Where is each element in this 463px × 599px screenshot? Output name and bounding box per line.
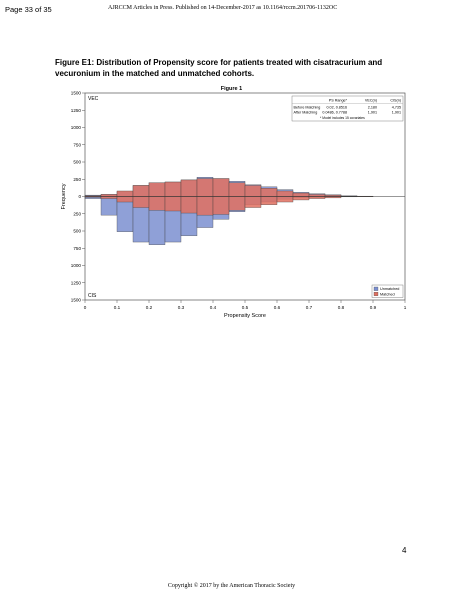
legend-frame bbox=[371, 284, 404, 298]
inset-table-footnote: * Model includes 15 covariates bbox=[320, 116, 365, 120]
bars-layer bbox=[84, 177, 374, 245]
inset-table-cell: 1,901 bbox=[392, 111, 401, 115]
bar-bottom-matched bbox=[212, 196, 230, 215]
bar-top-matched bbox=[180, 179, 198, 197]
legend-label: Unmatched bbox=[380, 287, 399, 291]
y-tick-label: 750 bbox=[73, 142, 81, 147]
bar-top-matched bbox=[132, 185, 150, 197]
x-tick-label: 0.1 bbox=[114, 305, 121, 310]
inset-table-frame bbox=[291, 95, 404, 122]
bar-top-matched bbox=[212, 178, 230, 197]
inset-table-cell: Before Matching bbox=[294, 106, 321, 110]
bar-bottom-unmatched bbox=[100, 196, 118, 216]
inset-table-header: VEC(n) bbox=[365, 99, 377, 103]
bar-top-matched bbox=[196, 178, 214, 197]
inset-table-header: PS Range* bbox=[329, 99, 348, 103]
inset-table-cell: 4,735 bbox=[392, 106, 401, 110]
inset-table-cell: After Matching bbox=[294, 111, 318, 115]
y-tick-label: 250 bbox=[73, 177, 81, 182]
inset-table: PS Range* VEC(n) CIS(n) Before Matching 0.02… bbox=[291, 95, 404, 122]
bar-bottom-matched bbox=[260, 196, 278, 205]
x-tick-label: 0.6 bbox=[274, 305, 281, 310]
figure-caption: Figure E1: Distribution of Propensity sc… bbox=[55, 58, 383, 78]
y-tick-label: 1250 bbox=[71, 108, 82, 113]
bottom-page-number: 4 bbox=[402, 546, 407, 555]
inset-table-cell: 2,180 bbox=[368, 106, 377, 110]
group-label-bottom: CIS bbox=[88, 293, 97, 299]
axis-layer: 1500 1250 1000 750 500 250 0 250 500 750 1000 1250 1… bbox=[71, 91, 407, 310]
y-tick-label: 750 bbox=[73, 246, 81, 251]
bar-top-matched bbox=[164, 181, 182, 197]
bar-top-matched bbox=[148, 182, 166, 197]
y-tick-label: 500 bbox=[73, 229, 81, 234]
x-axis-label: Propensity Score bbox=[224, 313, 266, 319]
bar-top-matched bbox=[100, 194, 118, 197]
x-tick-label: 0.5 bbox=[242, 305, 249, 310]
y-tick-label: 1000 bbox=[71, 125, 82, 130]
x-tick-label: 0.8 bbox=[338, 305, 345, 310]
y-tick-label: 1250 bbox=[71, 280, 82, 285]
x-tick-label: 0.7 bbox=[306, 305, 313, 310]
legend-swatch bbox=[373, 286, 379, 291]
bar-top-matched bbox=[116, 190, 134, 197]
y-tick-label: 500 bbox=[73, 160, 81, 165]
y-tick-label: 250 bbox=[73, 211, 81, 216]
bar-bottom-matched bbox=[180, 196, 198, 214]
y-tick-label: 0 bbox=[78, 194, 81, 199]
x-tick-label: 1 bbox=[404, 305, 407, 310]
inset-table-cell: 0.0486, 0.7788 bbox=[322, 111, 347, 115]
bar-bottom-matched bbox=[292, 196, 310, 201]
bar-bottom-matched bbox=[308, 196, 326, 199]
bar-top-matched bbox=[292, 192, 310, 197]
legend-label: Matched bbox=[380, 292, 395, 296]
x-tick-label: 0.9 bbox=[370, 305, 377, 310]
y-tick-label: 1500 bbox=[71, 91, 82, 96]
copyright-notice: Copyright © 2017 by the American Thoraci… bbox=[167, 583, 296, 589]
x-tick-label: 0.4 bbox=[210, 305, 217, 310]
bar-bottom-matched bbox=[100, 196, 118, 199]
group-label-top: VEC bbox=[88, 96, 99, 102]
bar-top-matched bbox=[260, 188, 278, 197]
bar-bottom-matched bbox=[164, 196, 182, 212]
bar-top-matched bbox=[228, 182, 246, 197]
x-tick-label: 0.2 bbox=[146, 305, 153, 310]
bar-bottom-matched bbox=[148, 196, 166, 211]
bar-bottom-matched bbox=[116, 196, 134, 203]
bar-bottom-matched bbox=[196, 196, 214, 216]
bar-top-matched bbox=[276, 190, 294, 197]
x-tick-label: 0 bbox=[84, 305, 87, 310]
bar-top-matched bbox=[308, 194, 326, 197]
y-axis-label: Frequency bbox=[61, 183, 67, 209]
header-note: AJRCCM Articles in Press. Published on 1… bbox=[108, 5, 338, 11]
x-tick-label: 0.3 bbox=[178, 305, 185, 310]
page-number: Page 33 of 35 bbox=[5, 5, 52, 14]
inset-table-header: CIS(n) bbox=[390, 99, 401, 103]
bar-bottom-matched bbox=[228, 196, 246, 211]
bar-top-matched bbox=[244, 185, 262, 197]
bar-bottom-matched bbox=[244, 196, 262, 208]
legend-swatch bbox=[373, 292, 379, 296]
bar-bottom-matched bbox=[132, 196, 150, 208]
inset-table-cell: 1,901 bbox=[368, 111, 377, 115]
chart-title: Figure 1 bbox=[220, 86, 243, 92]
y-tick-label: 1000 bbox=[71, 263, 82, 268]
inset-table-cell: 0.02, 0.8516 bbox=[326, 106, 347, 110]
y-tick-label: 1500 bbox=[71, 298, 82, 303]
bar-bottom-matched bbox=[276, 196, 294, 203]
